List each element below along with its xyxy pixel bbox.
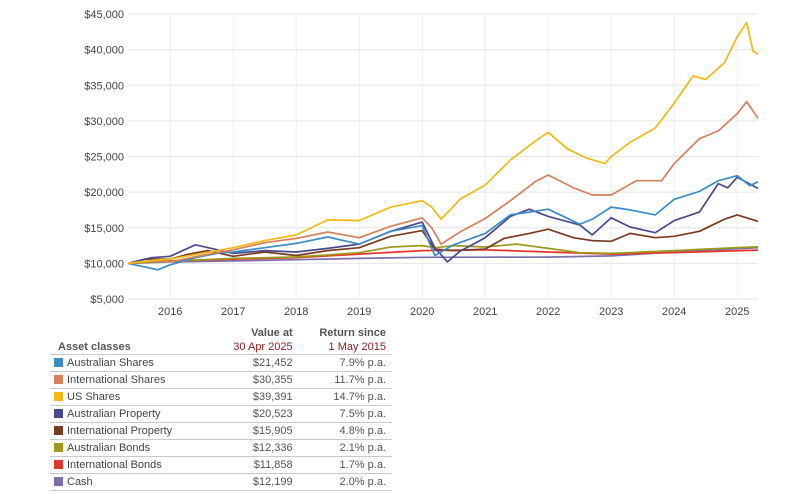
y-tick-label: $40,000 bbox=[84, 45, 124, 57]
asset-value: $30,355 bbox=[214, 371, 299, 389]
asset-value: $21,452 bbox=[214, 354, 299, 372]
legend-row: International Bonds $11,858 1.7% p.a. bbox=[50, 456, 392, 474]
x-tick-label: 2023 bbox=[599, 306, 623, 318]
asset-value: $15,905 bbox=[214, 422, 299, 440]
asset-value: $39,391 bbox=[214, 388, 299, 406]
x-tick-label: 2018 bbox=[284, 306, 308, 318]
asset-name: International Property bbox=[67, 425, 173, 437]
asset-return: 11.7% p.a. bbox=[298, 371, 392, 389]
y-tick-label: $5,000 bbox=[90, 294, 124, 306]
asset-return: 14.7% p.a. bbox=[298, 388, 392, 406]
y-tick-label: $10,000 bbox=[84, 258, 124, 270]
legend-swatch bbox=[54, 375, 63, 384]
legend-row: International Shares $30,355 11.7% p.a. bbox=[50, 371, 392, 389]
legend-header-spacer bbox=[50, 326, 215, 340]
value-at-header: Value at bbox=[251, 327, 293, 339]
asset-name: International Bonds bbox=[67, 459, 162, 471]
legend-swatch bbox=[54, 443, 63, 452]
line-chart: $5,000 $10,000 $15,000 $20,000 $25,000 $30,00… bbox=[84, 9, 759, 318]
asset-value: $11,858 bbox=[214, 456, 299, 474]
asset-classes-table: Value at Return since Asset classes 30 A… bbox=[50, 326, 392, 491]
asset-value: $12,199 bbox=[214, 473, 299, 491]
legend-swatch bbox=[54, 409, 63, 418]
asset-name: Australian Shares bbox=[67, 357, 154, 369]
legend-row: Cash $12,199 2.0% p.a. bbox=[50, 473, 392, 491]
y-tick-label: $15,000 bbox=[84, 223, 124, 235]
legend-swatch bbox=[54, 460, 63, 469]
x-tick-label: 2021 bbox=[473, 306, 497, 318]
legend-swatch bbox=[54, 358, 63, 367]
legend-row: Australian Property $20,523 7.5% p.a. bbox=[50, 405, 392, 423]
y-tick-label: $30,000 bbox=[84, 116, 124, 128]
series-line-international-shares bbox=[127, 100, 759, 265]
asset-value: $12,336 bbox=[214, 439, 299, 457]
x-tick-label: 2019 bbox=[347, 306, 371, 318]
y-tick-label: $45,000 bbox=[84, 9, 124, 21]
series-line-us-shares bbox=[127, 21, 759, 265]
legend-row: Australian Bonds $12,336 2.1% p.a. bbox=[50, 439, 392, 457]
legend-swatch bbox=[54, 426, 63, 435]
legend-row: Australian Shares $21,452 7.9% p.a. bbox=[50, 354, 392, 372]
return-date-header: 1 May 2015 bbox=[328, 341, 386, 353]
x-tick-label: 2020 bbox=[410, 306, 434, 318]
x-tick-label: 2016 bbox=[158, 306, 182, 318]
legend-header-row-2: Asset classes 30 Apr 2025 1 May 2015 bbox=[50, 340, 392, 355]
asset-name: Cash bbox=[67, 476, 93, 488]
asset-name: International Shares bbox=[67, 374, 166, 386]
asset-return: 4.8% p.a. bbox=[298, 422, 392, 440]
asset-return: 7.9% p.a. bbox=[298, 354, 392, 372]
asset-classes-header: Asset classes bbox=[58, 341, 131, 353]
value-date-header: 30 Apr 2025 bbox=[233, 341, 293, 353]
series-line-cash bbox=[127, 246, 759, 265]
legend-swatch bbox=[54, 392, 63, 401]
asset-name: US Shares bbox=[67, 391, 121, 403]
asset-return: 2.0% p.a. bbox=[298, 473, 392, 491]
legend-row: US Shares $39,391 14.7% p.a. bbox=[50, 388, 392, 406]
x-tick-label: 2025 bbox=[725, 306, 749, 318]
asset-return: 1.7% p.a. bbox=[298, 456, 392, 474]
y-tick-label: $25,000 bbox=[84, 152, 124, 164]
x-tick-label: 2022 bbox=[536, 306, 560, 318]
x-tick-label: 2024 bbox=[662, 306, 686, 318]
return-since-header: Return since bbox=[319, 327, 386, 339]
asset-name: Australian Bonds bbox=[67, 442, 151, 454]
asset-name: Australian Property bbox=[67, 408, 161, 420]
x-tick-label: 2017 bbox=[221, 306, 245, 318]
legend-row: International Property $15,905 4.8% p.a. bbox=[50, 422, 392, 440]
legend-swatch bbox=[54, 477, 63, 486]
asset-value: $20,523 bbox=[214, 405, 299, 423]
legend-header-row-1: Value at Return since bbox=[50, 326, 392, 340]
y-tick-label: $35,000 bbox=[84, 80, 124, 92]
y-tick-label: $20,000 bbox=[84, 187, 124, 199]
asset-return: 2.1% p.a. bbox=[298, 439, 392, 457]
asset-return: 7.5% p.a. bbox=[298, 405, 392, 423]
